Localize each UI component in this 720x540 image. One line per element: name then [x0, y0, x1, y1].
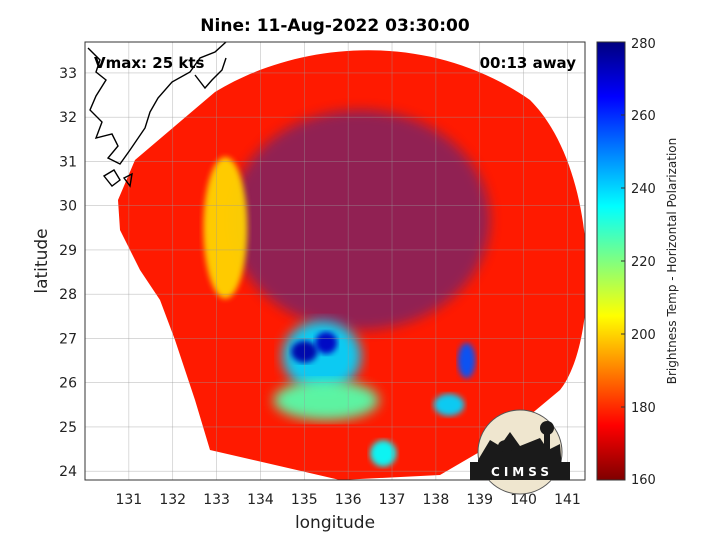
y-tick-label: 29 — [59, 243, 77, 259]
x-tick-label: 141 — [554, 492, 581, 508]
y-tick-label: 27 — [59, 331, 77, 347]
colorbar-tick-label: 260 — [631, 109, 656, 124]
colorbar-label: Brightness Temp - Horizontal Polarizatio… — [665, 138, 679, 385]
x-tick-label: 136 — [335, 492, 362, 508]
y-tick-label: 33 — [59, 66, 77, 82]
colorbar-ticks: 160 180 200 220 240 260 280 — [621, 37, 656, 488]
x-tick-label: 131 — [115, 492, 142, 508]
y-axis-label: latitude — [32, 228, 52, 293]
x-tick-label: 137 — [379, 492, 406, 508]
colorbar-tick-label: 160 — [631, 473, 656, 488]
plot-frame — [84, 41, 586, 481]
x-tick-label: 138 — [423, 492, 450, 508]
y-tick-label: 24 — [59, 464, 77, 480]
time-away-annotation: 00:13 away — [480, 54, 577, 72]
colorbar-tick-label: 180 — [631, 401, 656, 416]
y-tick-label: 26 — [59, 376, 77, 392]
y-tick-label: 28 — [59, 287, 77, 303]
y-axis-ticks: 24 25 26 27 28 29 30 31 32 33 — [59, 66, 77, 480]
colorbar-tick-label: 200 — [631, 328, 656, 343]
colorbar-tick-label: 280 — [631, 37, 656, 52]
coastline-outline — [194, 57, 227, 90]
swath-feature-2 — [315, 331, 338, 354]
y-tick-label: 30 — [59, 199, 77, 215]
eye-dark-region — [230, 110, 490, 330]
vmax-annotation: Vmax: 25 kts — [94, 54, 204, 72]
cimss-logo: CIMSS — [470, 409, 570, 495]
swath-feature-4 — [457, 342, 476, 379]
y-tick-label: 31 — [59, 154, 77, 170]
colorbar: 160 180 200 220 240 260 280 Brightness Temp - … — [596, 37, 679, 488]
swath-feature-5 — [433, 393, 465, 416]
x-axis-ticks: 131 132 133 134 135 136 137 138 139 140 141 — [115, 492, 580, 508]
x-tick-label: 140 — [510, 492, 537, 508]
chart-title: Nine: 11-Aug-2022 03:30:00 — [200, 16, 470, 36]
y-tick-label: 32 — [59, 110, 77, 126]
colorbar-gradient — [596, 41, 626, 481]
swath-feature-7 — [203, 157, 248, 299]
x-tick-label: 139 — [466, 492, 493, 508]
logo-text: CIMSS — [491, 465, 553, 479]
y-tick-label: 25 — [59, 420, 77, 436]
grid-lines — [85, 42, 585, 480]
swath-feature-3 — [273, 380, 379, 421]
x-tick-label: 132 — [159, 492, 186, 508]
x-tick-label: 134 — [247, 492, 274, 508]
swath-feature-6 — [370, 440, 397, 467]
colorbar-tick-label: 240 — [631, 182, 656, 197]
x-axis-label: longitude — [295, 513, 375, 533]
coastline — [87, 42, 227, 188]
x-tick-label: 135 — [291, 492, 318, 508]
x-tick-label: 133 — [203, 492, 230, 508]
colorbar-tick-label: 220 — [631, 255, 656, 270]
